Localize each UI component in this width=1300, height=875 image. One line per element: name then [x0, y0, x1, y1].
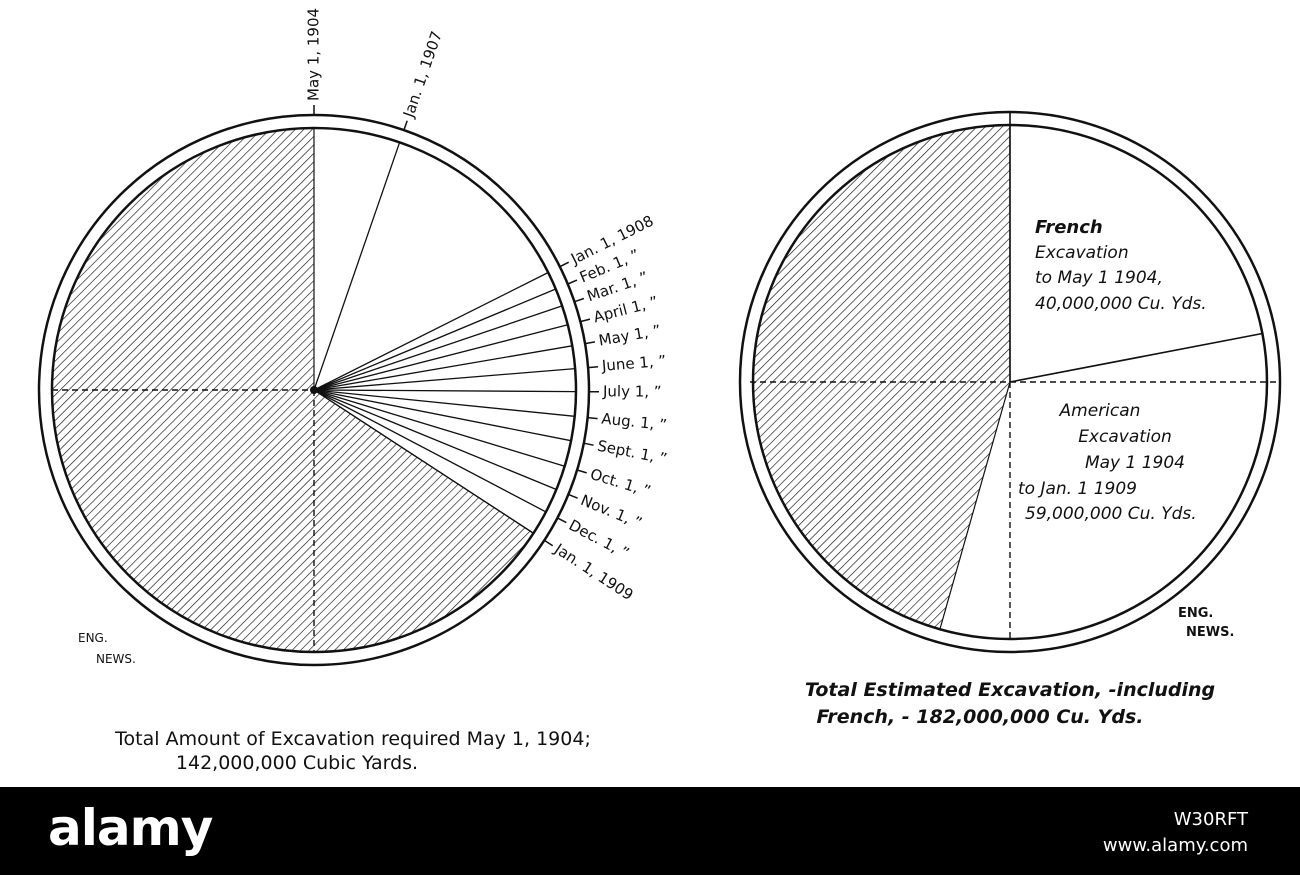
- date-tick: [568, 493, 578, 499]
- month-line: [313, 288, 556, 391]
- right-pie-remaining-excavation-slice: [752, 124, 1011, 631]
- month-line: [313, 389, 577, 393]
- month-line: [313, 389, 575, 417]
- month-line: [313, 389, 547, 513]
- date-label: May 1, ”: [597, 321, 662, 349]
- right-pie-chart: French Excavation to May 1 1904, 40,000,…: [738, 110, 1282, 728]
- american-label-line5: 59,000,000 Cu. Yds.: [1025, 504, 1197, 524]
- american-label-line1: American: [1059, 401, 1141, 421]
- left-pie-center-dot: [310, 386, 318, 394]
- month-line: [313, 142, 401, 391]
- date-tick: [557, 517, 567, 524]
- left-pie-month-lines: [313, 105, 600, 547]
- left-credit-eng: ENG.: [78, 631, 108, 645]
- month-line: [313, 324, 568, 391]
- date-tick: [584, 341, 596, 345]
- watermark-footer: alamy W30RFT www.alamy.com: [0, 787, 1300, 875]
- date-tick: [588, 365, 599, 369]
- date-tick: [583, 442, 594, 446]
- french-label-line4: 40,000,000 Cu. Yds.: [1035, 294, 1207, 314]
- month-line: [313, 389, 565, 467]
- date-label: Jan. 1, 1907: [399, 29, 446, 121]
- month-line: [313, 367, 576, 391]
- date-tick: [403, 120, 408, 131]
- month-line: [313, 271, 549, 391]
- date-tick: [559, 261, 570, 268]
- left-caption-line2: 142,000,000 Cubic Yards.: [176, 752, 418, 774]
- date-tick: [543, 539, 554, 547]
- date-tick: [576, 469, 587, 474]
- american-label-line4: to Jan. 1 1909: [1018, 479, 1137, 499]
- american-label-line2: Excavation: [1078, 427, 1172, 447]
- month-line: [313, 389, 534, 534]
- image-id: W30RFT: [1173, 809, 1248, 830]
- right-caption-line1: Total Estimated Excavation, -including: [805, 679, 1215, 701]
- left-caption-line1: Total Amount of Excavation required May …: [114, 728, 591, 750]
- american-label-line3: May 1 1904: [1085, 453, 1185, 473]
- date-label: Sept. 1, ”: [596, 437, 669, 468]
- date-tick: [587, 416, 598, 420]
- right-credit-news: NEWS.: [1186, 625, 1234, 640]
- month-line: [313, 345, 573, 391]
- month-line: [313, 389, 572, 442]
- french-label-line3: to May 1 1904,: [1035, 268, 1163, 288]
- right-pie-french-american-boundary: [1009, 332, 1263, 383]
- french-label-line2: Excavation: [1035, 243, 1129, 263]
- date-label: Oct. 1, ”: [588, 465, 653, 500]
- date-label: Aug. 1, ”: [601, 410, 668, 435]
- alamy-logo: alamy: [48, 799, 213, 857]
- date-label: May 1, 1904: [305, 8, 323, 101]
- date-label: July 1, ”: [602, 382, 662, 400]
- french-label-line1: French: [1035, 217, 1103, 238]
- site-url: www.alamy.com: [1102, 835, 1248, 856]
- date-tick: [580, 318, 591, 323]
- date-tick: [574, 297, 585, 303]
- month-line: [313, 389, 557, 491]
- right-credit-eng: ENG.: [1178, 606, 1213, 621]
- date-tick: [567, 279, 578, 285]
- date-label: June 1, ”: [600, 352, 667, 375]
- left-credit-news: NEWS.: [96, 652, 136, 666]
- right-caption-line2: French, - 182,000,000 Cu. Yds.: [816, 706, 1143, 728]
- month-line: [313, 305, 563, 391]
